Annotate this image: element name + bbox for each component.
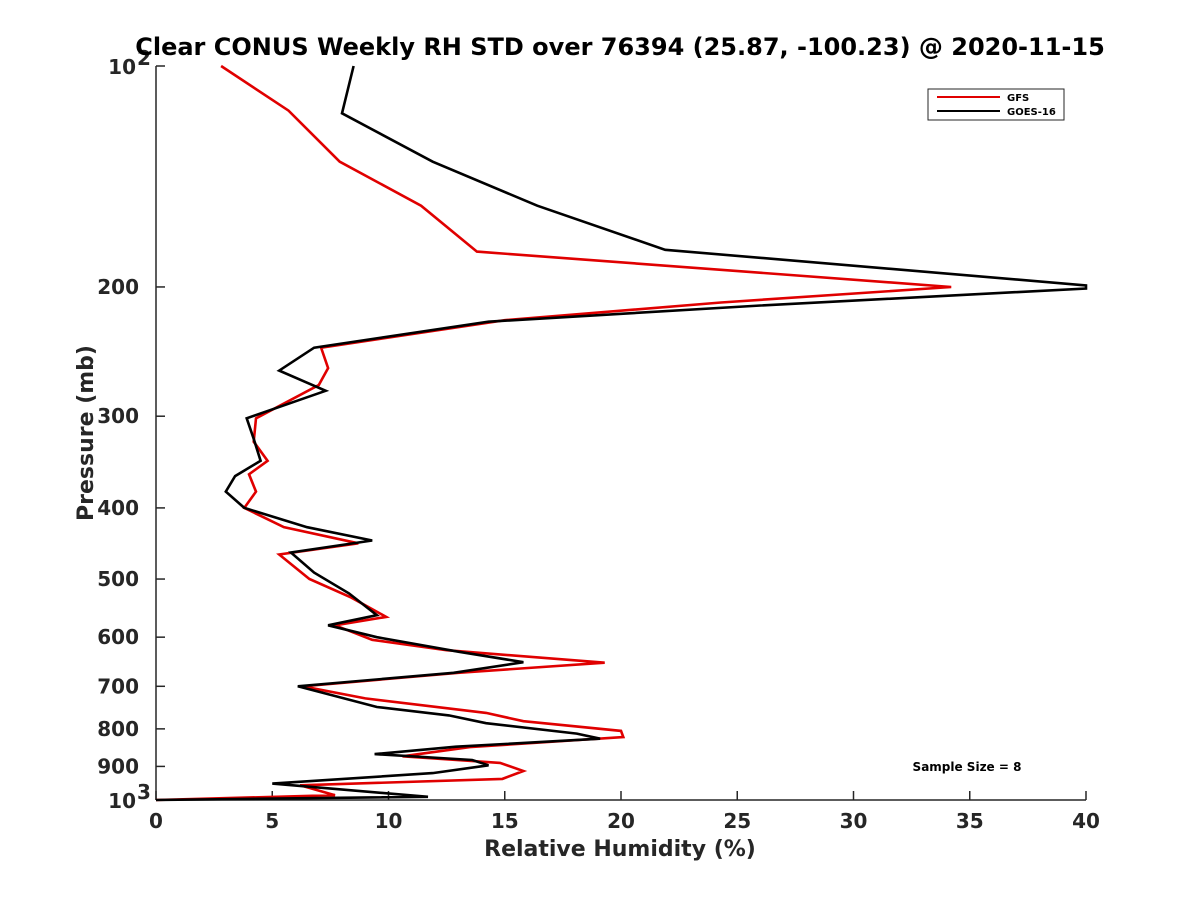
x-tick-label: 5: [265, 809, 279, 833]
y-tick-label: 600: [97, 625, 139, 649]
chart-title: Clear CONUS Weekly RH STD over 76394 (25…: [135, 33, 1105, 61]
y-tick-label-exponent: 2: [137, 46, 151, 70]
x-tick-label: 25: [723, 809, 751, 833]
x-axis-ticks: 0 5 10 15 20 25 30 35 40: [149, 791, 1100, 833]
x-tick-label: 35: [956, 809, 984, 833]
series-lines: [155, 64, 1088, 802]
x-tick-label: 10: [375, 809, 403, 833]
series-line-goes16: [155, 65, 1088, 802]
axes: [155, 66, 1086, 801]
x-axis-label: Relative Humidity (%): [484, 837, 756, 862]
x-tick-label: 30: [840, 809, 868, 833]
y-tick-label: 800: [97, 717, 139, 741]
y-tick-label: 200: [97, 275, 139, 299]
y-tick-label: 500: [97, 567, 139, 591]
y-tick-label: 400: [97, 496, 139, 520]
y-tick-label: 700: [97, 674, 139, 698]
y-tick-label: 900: [97, 754, 139, 778]
legend: GFS GOES-16: [927, 88, 1065, 121]
x-tick-label: 20: [607, 809, 635, 833]
x-tick-label: 15: [491, 809, 519, 833]
y-tick-label: 10: [108, 55, 136, 79]
y-tick-label: 300: [97, 404, 139, 428]
x-tick-label: 40: [1072, 809, 1100, 833]
x-tick-label: 0: [149, 809, 163, 833]
sample-size-annotation: Sample Size = 8: [913, 760, 1022, 774]
series-line-gfs: [155, 64, 952, 802]
y-axis-label: Pressure (mb): [74, 345, 99, 521]
legend-box: [927, 88, 1065, 121]
y-tick-label: 10: [108, 789, 136, 813]
legend-label-goes16: GOES-16: [1007, 107, 1056, 118]
y-tick-label-exponent: 3: [137, 780, 151, 804]
legend-label-gfs: GFS: [1007, 93, 1029, 104]
